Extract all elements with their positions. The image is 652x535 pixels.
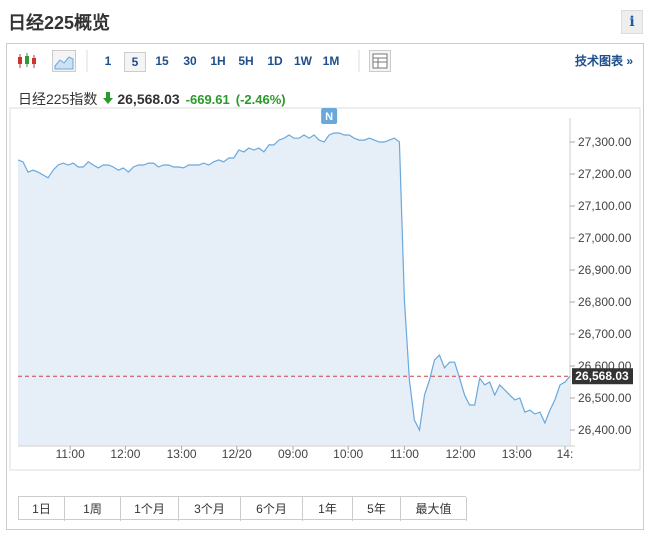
quote-change: -669.61 [185,92,230,107]
x-tick-label: 11:00 [56,447,85,461]
quote-change-pct: (-2.46%) [235,92,286,107]
y-tick-label: 27,200.00 [578,167,632,181]
area-fill [18,133,570,446]
y-tick-label: 27,300.00 [578,135,632,149]
interval-button[interactable]: 1W [294,54,312,68]
y-tick-label: 26,500.00 [578,391,632,405]
separator [358,50,360,72]
y-tick-label: 26,700.00 [578,327,632,341]
range-button[interactable]: 1年 [303,497,353,521]
range-button[interactable]: 5年 [353,497,401,521]
x-tick-label: 12:00 [446,447,476,461]
news-marker[interactable] [321,108,338,124]
interval-button[interactable]: 1D [267,54,283,68]
x-tick-label: 13:00 [502,447,532,461]
quote-header: 日经225指数 26,568.03 -669.61 (-2.46%) [18,89,292,109]
y-tick-label: 26,800.00 [578,295,632,309]
x-tick-label: 14: [557,447,574,461]
x-tick-label: 09:00 [278,447,308,461]
x-tick-label: 11:00 [390,447,419,461]
range-button[interactable]: 6个月 [241,497,303,521]
quote-price: 26,568.03 [117,91,180,107]
quote-name: 日经225指数 [18,91,98,107]
news-marker-label: N [325,111,333,123]
widget-box [6,43,644,530]
last-price-label: 26,568.03 [575,369,629,383]
interval-button[interactable]: 15 [155,54,169,68]
range-button[interactable]: 3个月 [179,497,241,521]
interval-button[interactable]: 5 [124,52,146,72]
widget-title: 日经225概览 [8,13,111,33]
x-tick-label: 12:00 [110,447,140,461]
interval-button[interactable]: 1H [210,54,226,68]
interval-button[interactable]: 1 [104,54,112,68]
price-line [17,132,571,432]
range-button[interactable]: 1个月 [121,497,179,521]
info-button[interactable]: i [621,10,643,34]
tech-chart-link[interactable]: 技术图表 » [575,54,634,68]
y-tick-label: 27,000.00 [578,231,632,245]
interval-button[interactable]: 30 [183,54,197,68]
x-tick-label: 13:00 [167,447,197,461]
range-button[interactable]: 1日 [19,497,65,521]
separator [86,50,88,72]
table-icon[interactable] [369,50,391,72]
down-arrow [103,92,114,104]
interval-button[interactable]: 1M [322,54,340,68]
last-price-box [572,368,633,385]
x-tick-label: 12/20 [222,447,252,461]
y-tick-label: 26,900.00 [578,263,632,277]
x-tick-label: 10:00 [333,447,363,461]
range-button[interactable]: 最大值 [401,497,467,521]
range-button[interactable]: 1周 [65,497,121,521]
y-tick-label: 27,100.00 [578,199,632,213]
range-bar: 1日 1周 1个月 3个月 6个月 1年 5年 最大值 [18,496,467,521]
area-icon[interactable] [52,50,76,72]
interval-button[interactable]: 5H [238,54,254,68]
candle-icon[interactable] [16,51,38,71]
y-tick-label: 26,400.00 [578,423,632,437]
